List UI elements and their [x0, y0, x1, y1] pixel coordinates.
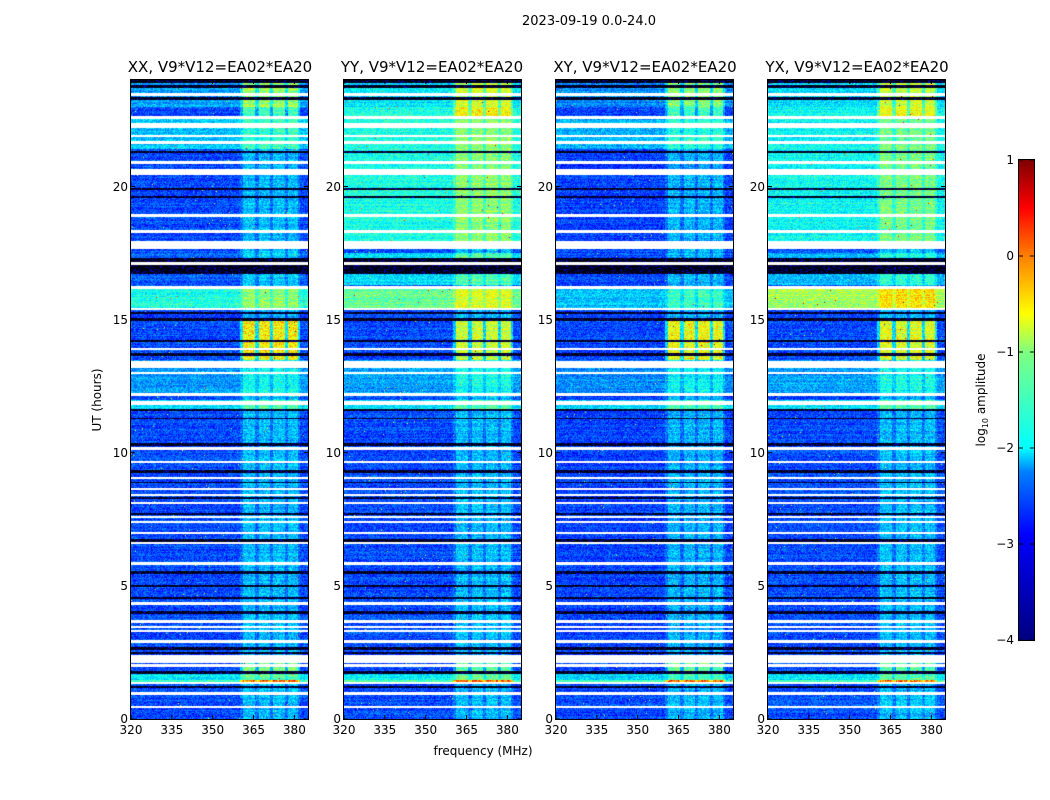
heatmap-canvas [556, 80, 733, 719]
y-tick-label: 5 [545, 578, 553, 593]
x-axis-label: frequency (MHz) [433, 744, 533, 758]
heatmap-canvas [344, 80, 521, 719]
x-tick-label: 320 [544, 723, 568, 737]
colorbar-tick-label: 0 [1006, 249, 1014, 263]
colorbar-tick-label: −3 [996, 537, 1014, 551]
y-tick-label: 0 [333, 712, 341, 726]
panel-title-xx: XX, V9*V12=EA02*EA20 [127, 58, 313, 76]
y-tick-label: 0 [545, 712, 553, 726]
y-tick-label: 15 [325, 312, 341, 327]
heatmap-panel-xy [555, 79, 734, 720]
panel-title-xy: XY, V9*V12=EA02*EA20 [553, 58, 737, 76]
colorbar-label: log10 amplitude [974, 354, 990, 447]
y-tick-label: 10 [749, 445, 765, 460]
y-tick-label: 10 [537, 445, 553, 460]
y-tick-label: 15 [749, 312, 765, 327]
heatmap-canvas [768, 80, 945, 719]
colorbar-label-sub: 10 [981, 417, 991, 429]
y-tick-label: 10 [112, 445, 128, 460]
x-tick-label: 365 [667, 723, 690, 737]
x-tick-label: 350 [414, 723, 438, 737]
colorbar-label-suffix: amplitude [973, 353, 988, 418]
heatmap-canvas [131, 80, 308, 719]
x-tick-label: 380 [919, 723, 943, 737]
y-tick-label: 10 [325, 445, 341, 460]
y-tick-label: 0 [757, 712, 765, 726]
x-tick-label: 380 [282, 723, 306, 737]
x-tick-label: 365 [242, 723, 265, 737]
x-tick-label: 320 [332, 723, 356, 737]
x-tick-label: 320 [756, 723, 780, 737]
y-tick-label: 5 [333, 578, 341, 593]
x-tick-label: 335 [373, 723, 397, 737]
y-tick-label: 5 [120, 578, 128, 593]
colorbar-tick-label: −1 [996, 345, 1014, 359]
figure-title: 2023-09-19 0.0-24.0 [522, 14, 656, 29]
x-tick-label: 365 [455, 723, 478, 737]
colorbar-tick-label: −4 [996, 633, 1014, 647]
y-tick-label: 15 [537, 312, 553, 327]
x-tick-label: 350 [838, 723, 862, 737]
x-tick-label: 380 [495, 723, 519, 737]
heatmap-panel-yy [343, 79, 522, 720]
y-tick-label: 20 [537, 179, 553, 194]
colorbar-tick-label: −2 [996, 441, 1014, 455]
x-tick-label: 320 [119, 723, 143, 737]
y-tick-label: 20 [112, 179, 128, 194]
panel-title-yy: YY, V9*V12=EA02*EA20 [340, 58, 524, 76]
x-tick-label: 365 [879, 723, 902, 737]
x-tick-label: 350 [201, 723, 225, 737]
colorbar-label-log: log [973, 428, 988, 447]
y-axis-label: UT (hours) [90, 368, 104, 432]
y-tick-label: 5 [757, 578, 765, 593]
y-tick-label: 20 [749, 179, 765, 194]
x-tick-label: 350 [626, 723, 650, 737]
heatmap-panel-xx [130, 79, 309, 720]
panel-title-yx: YX, V9*V12=EA02*EA20 [765, 58, 949, 76]
y-tick-label: 20 [325, 179, 341, 194]
heatmap-panel-yx [767, 79, 946, 720]
x-tick-label: 380 [707, 723, 731, 737]
y-tick-label: 0 [120, 712, 128, 726]
x-tick-label: 335 [797, 723, 821, 737]
y-tick-label: 15 [112, 312, 128, 327]
colorbar [1018, 159, 1035, 641]
x-tick-label: 335 [585, 723, 609, 737]
x-tick-label: 335 [160, 723, 184, 737]
colorbar-tick-label: 1 [1006, 153, 1014, 167]
